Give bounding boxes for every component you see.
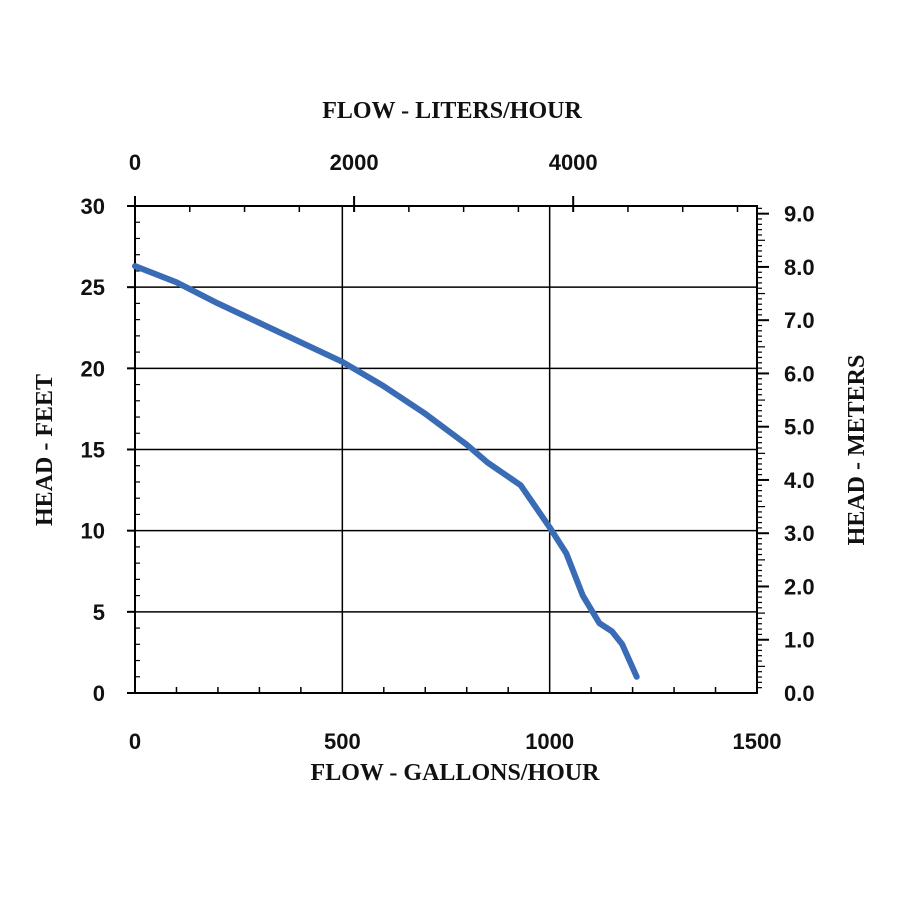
x-tick-label: 0 xyxy=(129,729,141,754)
x-tick-label: 1500 xyxy=(733,729,782,754)
x2-tick-label: 0 xyxy=(129,150,141,175)
y2-tick-label: 8.0 xyxy=(784,255,815,280)
y2-tick-label: 3.0 xyxy=(784,521,815,546)
left-axis-title: HEAD - FEET xyxy=(32,374,58,526)
y-tick-label: 20 xyxy=(81,356,105,381)
y-tick-label: 5 xyxy=(93,600,105,625)
series-line xyxy=(132,263,640,680)
y-tick-label: 10 xyxy=(81,519,105,544)
y2-tick-label: 7.0 xyxy=(784,308,815,333)
x2-tick-label: 4000 xyxy=(549,150,598,175)
x2-tick-label: 2000 xyxy=(330,150,379,175)
minor-ticks xyxy=(127,196,769,694)
top-axis-title: FLOW - LITERS/HOUR xyxy=(322,98,582,124)
y2-tick-label: 1.0 xyxy=(784,628,815,653)
y2-tick-label: 6.0 xyxy=(784,361,815,386)
bottom-axis-title: FLOW - GALLONS/HOUR xyxy=(311,760,601,786)
y-tick-label: 15 xyxy=(81,438,105,463)
y2-tick-label: 2.0 xyxy=(784,574,815,599)
y-tick-label: 0 xyxy=(93,681,105,706)
grid-lines xyxy=(134,205,758,694)
tick-labels: 0 500 1000 1500 0 5 10 15 20 25 30 0 2000 4000 0.0 1.0 2… xyxy=(81,150,815,754)
series-layer xyxy=(132,263,640,680)
x-tick-label: 500 xyxy=(324,729,361,754)
y2-tick-label: 4.0 xyxy=(784,468,815,493)
y2-tick-label: 5.0 xyxy=(784,415,815,440)
plot-frame xyxy=(134,205,758,694)
y-tick-label: 30 xyxy=(81,194,105,219)
y-tick-label: 25 xyxy=(81,275,105,300)
y2-tick-label: 0.0 xyxy=(784,681,815,706)
y2-tick-label: 9.0 xyxy=(784,202,815,227)
right-axis-title: HEAD - METERS xyxy=(844,355,870,546)
x-tick-label: 1000 xyxy=(525,729,574,754)
